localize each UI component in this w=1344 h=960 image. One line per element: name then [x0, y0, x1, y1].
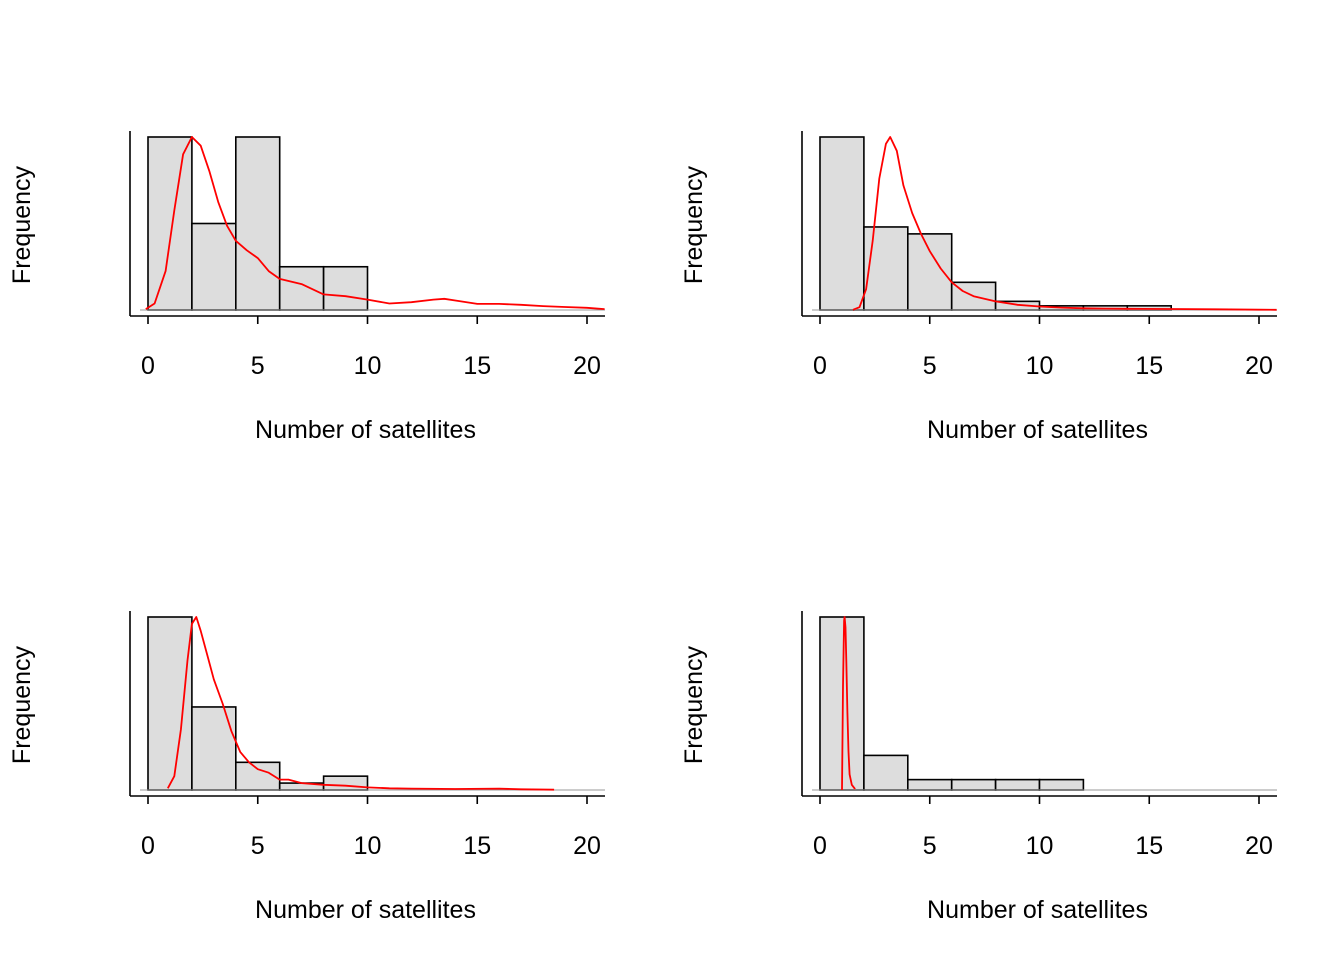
histogram-bar [322, 265, 369, 311]
histogram-bar [950, 778, 997, 791]
y-axis-title: Frequency [680, 165, 708, 284]
x-tick-label: 10 [1026, 352, 1054, 380]
x-tick-label: 10 [354, 352, 382, 380]
histogram-bar [322, 775, 369, 791]
x-tick-label: 0 [813, 352, 827, 380]
x-tick-label: 10 [1026, 832, 1054, 860]
histogram-bar [147, 616, 193, 791]
histogram-bar [994, 778, 1041, 791]
x-tick-label: 15 [1135, 832, 1163, 860]
x-axis-title: Number of satellites [255, 896, 476, 924]
histogram-bar [950, 281, 997, 311]
x-tick-label: 15 [1135, 352, 1163, 380]
histogram-bar [906, 233, 953, 311]
x-tick-label: 20 [1245, 352, 1273, 380]
x-tick-label: 20 [573, 352, 601, 380]
y-axis-title: Frequency [8, 645, 36, 764]
histogram-bar [235, 761, 281, 791]
x-axis-title: Number of satellites [255, 416, 476, 444]
y-axis-title: Frequency [680, 645, 708, 764]
histogram-bar [1038, 778, 1085, 791]
histogram-bar [191, 706, 237, 791]
histogram-bar [863, 754, 909, 791]
density-line [145, 136, 605, 310]
x-tick-label: 10 [354, 832, 382, 860]
x-tick-label: 0 [813, 832, 827, 860]
histogram-bar [147, 136, 193, 311]
y-axis-title: Frequency [8, 165, 36, 284]
x-tick-label: 5 [251, 352, 265, 380]
histogram-panel-bottom-left: 0 5 10 15 20 Number of satellites Frequency [8, 611, 605, 924]
histogram-bar [819, 136, 865, 311]
histogram-bar [863, 226, 909, 311]
x-axis-title: Number of satellites [927, 416, 1148, 444]
histogram-panel-top-right: 0 5 10 15 20 Number of satellites Frequency [680, 131, 1277, 444]
density-line [167, 616, 555, 791]
density-line [841, 616, 856, 791]
x-tick-label: 5 [923, 352, 937, 380]
x-tick-label: 5 [251, 832, 265, 860]
x-tick-label: 0 [141, 832, 155, 860]
histogram-bar [278, 265, 325, 311]
histogram-panel-top-left: 0 5 10 15 20 Number of satellites Frequency [8, 131, 605, 444]
histogram-bar [191, 222, 237, 311]
x-tick-label: 15 [463, 832, 491, 860]
histogram-bar [906, 778, 953, 791]
x-tick-label: 0 [141, 352, 155, 380]
histogram-panel-bottom-right: 0 5 10 15 20 Number of satellites Frequency [680, 611, 1277, 924]
x-axis-title: Number of satellites [927, 896, 1148, 924]
density-line [852, 136, 1277, 311]
x-tick-label: 20 [573, 832, 601, 860]
histogram-bar [235, 136, 281, 311]
x-tick-label: 20 [1245, 832, 1273, 860]
x-tick-label: 5 [923, 832, 937, 860]
x-tick-label: 15 [463, 352, 491, 380]
